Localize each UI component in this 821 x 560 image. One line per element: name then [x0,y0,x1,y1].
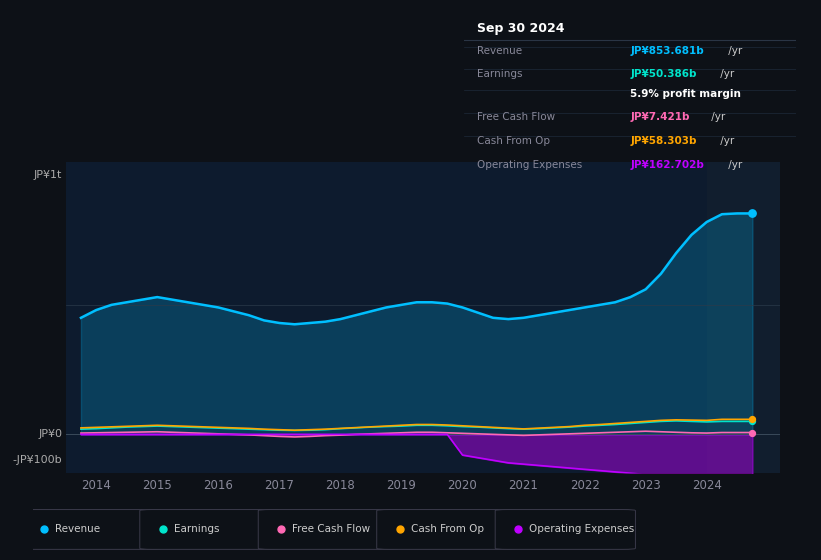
Text: Cash From Op: Cash From Op [410,524,484,534]
Text: /yr: /yr [725,160,742,170]
Text: JP¥58.303b: JP¥58.303b [631,136,696,146]
Text: Sep 30 2024: Sep 30 2024 [477,22,565,35]
Text: Operating Expenses: Operating Expenses [477,160,582,170]
Text: 5.9% profit margin: 5.9% profit margin [631,90,741,100]
Text: /yr: /yr [717,136,734,146]
Text: JP¥50.386b: JP¥50.386b [631,69,696,78]
Text: Earnings: Earnings [174,524,219,534]
Text: /yr: /yr [725,46,742,57]
Text: JP¥853.681b: JP¥853.681b [631,46,704,57]
Point [746,415,759,424]
Point [746,417,759,426]
Text: Cash From Op: Cash From Op [477,136,550,146]
Bar [707,162,780,473]
Text: JP¥7.421b: JP¥7.421b [631,112,690,122]
Text: Earnings: Earnings [477,69,523,78]
Text: JP¥162.702b: JP¥162.702b [631,160,704,170]
Text: JP¥1t: JP¥1t [34,170,62,180]
FancyBboxPatch shape [140,510,280,549]
Text: /yr: /yr [708,112,725,122]
FancyBboxPatch shape [495,510,635,549]
Text: Operating Expenses: Operating Expenses [530,524,635,534]
Text: Free Cash Flow: Free Cash Flow [477,112,555,122]
Point [746,209,759,218]
FancyBboxPatch shape [377,510,517,549]
Text: Revenue: Revenue [55,524,100,534]
Text: Free Cash Flow: Free Cash Flow [292,524,370,534]
FancyBboxPatch shape [21,510,162,549]
FancyBboxPatch shape [259,510,398,549]
Point [746,428,759,437]
Text: Revenue: Revenue [477,46,522,57]
Text: -JP¥100b: -JP¥100b [12,455,62,465]
Text: /yr: /yr [717,69,734,78]
Text: JP¥0: JP¥0 [38,430,62,440]
Point [746,472,759,481]
